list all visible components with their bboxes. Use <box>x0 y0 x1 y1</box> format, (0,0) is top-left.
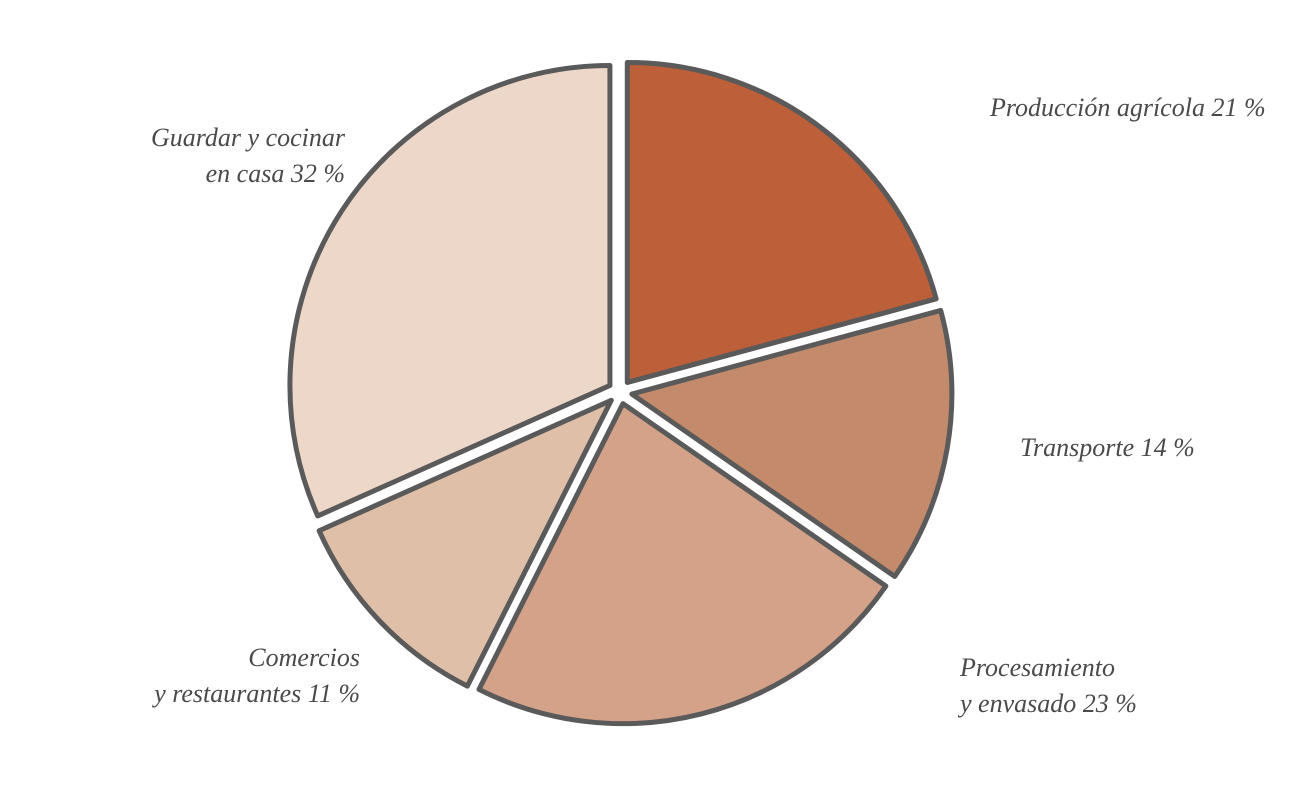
slice-label-4: Guardar y cocinaren casa 32 % <box>85 120 345 193</box>
slice-label-0: Producción agrícola 21 % <box>990 90 1266 126</box>
slice-label-text: Transporte 14 % <box>1020 430 1195 466</box>
slice-label-text: Procesamiento <box>960 650 1137 686</box>
slice-label-2: Procesamientoy envasado 23 % <box>960 650 1137 723</box>
slice-label-text: Producción agrícola 21 % <box>990 90 1266 126</box>
slice-label-3: Comerciosy restaurantes 11 % <box>80 640 360 713</box>
slice-label-text: y envasado 23 % <box>960 686 1137 722</box>
pie-chart-container: Producción agrícola 21 % Transporte 14 %… <box>0 0 1310 784</box>
slice-label-text: en casa 32 % <box>85 156 345 192</box>
slice-label-1: Transporte 14 % <box>1020 430 1195 466</box>
slice-label-text: y restaurantes 11 % <box>80 676 360 712</box>
slice-label-text: Guardar y cocinar <box>85 120 345 156</box>
slice-label-text: Comercios <box>80 640 360 676</box>
